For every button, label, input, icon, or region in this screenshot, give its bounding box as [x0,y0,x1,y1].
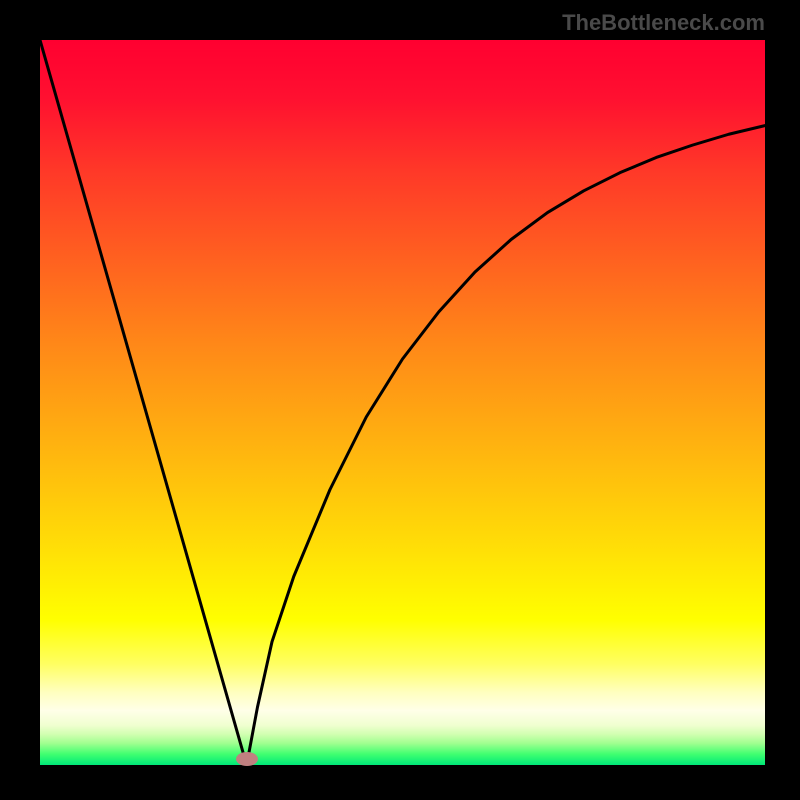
watermark-text: TheBottleneck.com [562,10,765,36]
optimum-marker [236,752,258,766]
chart-container: TheBottleneck.com [0,0,800,800]
plot-area-gradient-background [40,40,765,765]
